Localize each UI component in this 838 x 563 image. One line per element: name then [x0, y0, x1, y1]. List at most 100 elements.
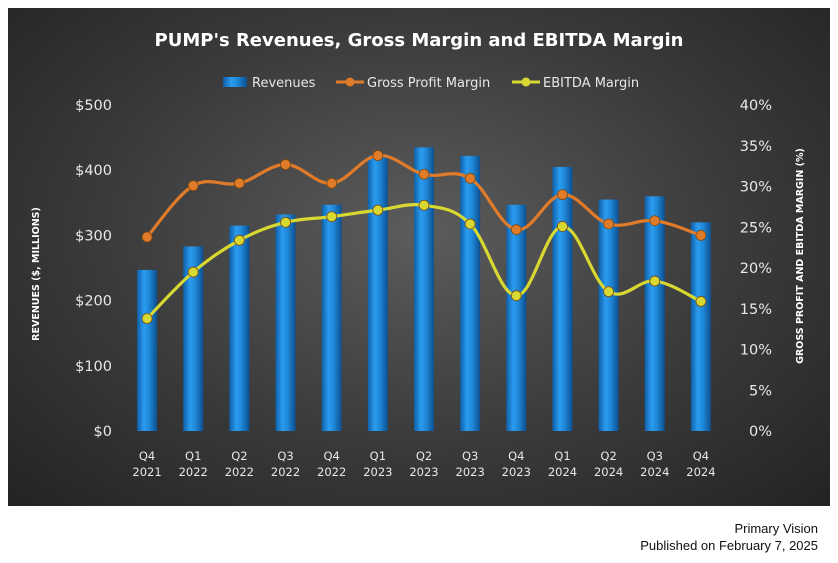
- ebitda-margin-point: [418, 199, 430, 211]
- right-tick-label: 10%: [740, 343, 772, 359]
- gross-profit-margin-point: [233, 177, 245, 189]
- revenue-bars: [137, 147, 711, 431]
- gross-profit-margin-point: [280, 159, 291, 170]
- revenue-bar: [506, 204, 527, 431]
- right-tick-label: 30%: [740, 180, 772, 196]
- category-year-label: 2022: [317, 465, 346, 479]
- gross-profit-margin-point: [141, 231, 153, 243]
- left-tick-label: $300: [75, 228, 112, 244]
- published-date: Published on February 7, 2025: [640, 538, 818, 553]
- gross-profit-margin-legend-marker: [345, 77, 355, 87]
- revenue-bar: [414, 147, 434, 431]
- category-year-label: 2024: [594, 465, 623, 479]
- revenue-bar: [183, 246, 204, 431]
- category-year-label: 2024: [686, 465, 715, 479]
- right-tick-label: 15%: [740, 302, 772, 318]
- footer: Primary Vision Published on February 7, …: [640, 520, 818, 554]
- ebitda-margin-point: [695, 296, 707, 307]
- revenue-bar: [367, 155, 388, 431]
- ebitda-margin-legend-marker: [521, 77, 531, 87]
- category-quarter-label: Q4: [508, 449, 524, 463]
- ebitda-margin-point: [141, 313, 153, 324]
- ebitda-margin-point: [557, 221, 568, 232]
- left-tick-label: $200: [75, 294, 112, 310]
- chart-legend: Revenues Gross Profit Margin EBITDA Margin: [223, 76, 639, 91]
- gross-profit-margin-point: [464, 172, 476, 184]
- gross-profit-margin-point: [695, 229, 707, 241]
- left-axis: $0 $100 $200 $300 $400 $500: [75, 98, 112, 440]
- category-year-label: 2022: [271, 465, 300, 479]
- left-tick-label: $0: [94, 424, 112, 440]
- ebitda-margin-point: [280, 216, 291, 228]
- gross-profit-margin-point: [510, 224, 522, 236]
- gross-profit-margin-point: [557, 189, 568, 201]
- ebitda-margin-point: [603, 286, 615, 298]
- revenues-legend-swatch: [223, 77, 247, 87]
- right-axis-title: GROSS PROFIT AND EBITDA MARGIN (%): [795, 148, 806, 364]
- revenue-bar: [644, 196, 665, 431]
- revenue-bar: [552, 166, 573, 431]
- gross-profit-margin-point: [326, 177, 338, 189]
- category-quarter-label: Q4: [139, 449, 155, 463]
- right-axis: 0% 5% 10% 15% 20% 25% 30% 35% 40%: [740, 98, 772, 440]
- category-year-label: 2021: [132, 465, 161, 479]
- category-quarter-label: Q3: [647, 449, 663, 463]
- category-quarter-label: Q1: [554, 449, 570, 463]
- revenue-bar: [321, 204, 342, 431]
- chart-title: PUMP's Revenues, Gross Margin and EBITDA…: [155, 30, 684, 51]
- gross-profit-margin-legend-label: Gross Profit Margin: [367, 76, 490, 91]
- gross-profit-margin-point: [372, 150, 384, 161]
- chart-panel: PUMP's Revenues, Gross Margin and EBITDA…: [8, 8, 830, 506]
- source-text: Primary Vision: [734, 521, 818, 536]
- ebitda-margin-legend-label: EBITDA Margin: [543, 76, 639, 91]
- combo-chart: PUMP's Revenues, Gross Margin and EBITDA…: [31, 30, 806, 479]
- ebitda-margin-point: [187, 266, 199, 278]
- revenue-bar: [460, 155, 481, 431]
- category-year-label: 2023: [409, 465, 438, 479]
- gross-profit-margin-point: [187, 180, 199, 192]
- category-year-label: 2023: [502, 465, 531, 479]
- category-quarter-label: Q1: [370, 449, 386, 463]
- category-year-label: 2023: [363, 465, 392, 479]
- left-axis-title: REVENUES ($, MILLIONS): [31, 207, 42, 341]
- revenue-bar: [275, 214, 296, 431]
- gross-profit-margin-point: [418, 168, 430, 180]
- category-year-label: 2022: [225, 465, 254, 479]
- ebitda-margin-point: [326, 211, 338, 223]
- revenue-bar: [598, 199, 619, 431]
- ebitda-margin-point: [233, 234, 245, 246]
- left-tick-label: $100: [75, 359, 112, 375]
- revenue-bar: [137, 269, 158, 431]
- right-tick-label: 5%: [749, 383, 772, 399]
- category-quarter-label: Q2: [231, 449, 247, 463]
- category-quarter-label: Q2: [416, 449, 432, 463]
- ebitda-margin-point: [372, 204, 384, 216]
- category-quarter-label: Q3: [277, 449, 293, 463]
- category-axis: Q4 2021 Q1 2022 Q2 2022 Q3 2022 Q4 2022 Q1 2023 Q2 20…: [132, 449, 715, 479]
- category-year-label: 2024: [548, 465, 577, 479]
- gross-profit-margin-point: [649, 215, 661, 227]
- category-quarter-label: Q2: [600, 449, 616, 463]
- ebitda-margin-point: [464, 218, 476, 230]
- category-quarter-label: Q3: [462, 449, 478, 463]
- margin-lines: [141, 150, 707, 324]
- category-quarter-label: Q1: [185, 449, 201, 463]
- revenue-bar: [229, 225, 250, 431]
- right-tick-label: 35%: [740, 139, 772, 155]
- right-tick-label: 25%: [740, 220, 772, 236]
- category-year-label: 2022: [179, 465, 208, 479]
- gross-profit-margin-point: [603, 218, 615, 230]
- right-tick-label: 0%: [749, 424, 772, 440]
- right-tick-label: 20%: [740, 261, 772, 277]
- ebitda-margin-point: [649, 275, 661, 287]
- category-quarter-label: Q4: [324, 449, 340, 463]
- revenues-legend-label: Revenues: [252, 76, 316, 91]
- category-year-label: 2023: [456, 465, 485, 479]
- category-year-label: 2024: [640, 465, 669, 479]
- revenue-bar: [690, 222, 711, 431]
- category-quarter-label: Q4: [693, 449, 709, 463]
- left-tick-label: $400: [75, 163, 112, 179]
- left-tick-label: $500: [75, 98, 112, 114]
- right-tick-label: 40%: [740, 98, 772, 114]
- ebitda-margin-point: [510, 290, 522, 302]
